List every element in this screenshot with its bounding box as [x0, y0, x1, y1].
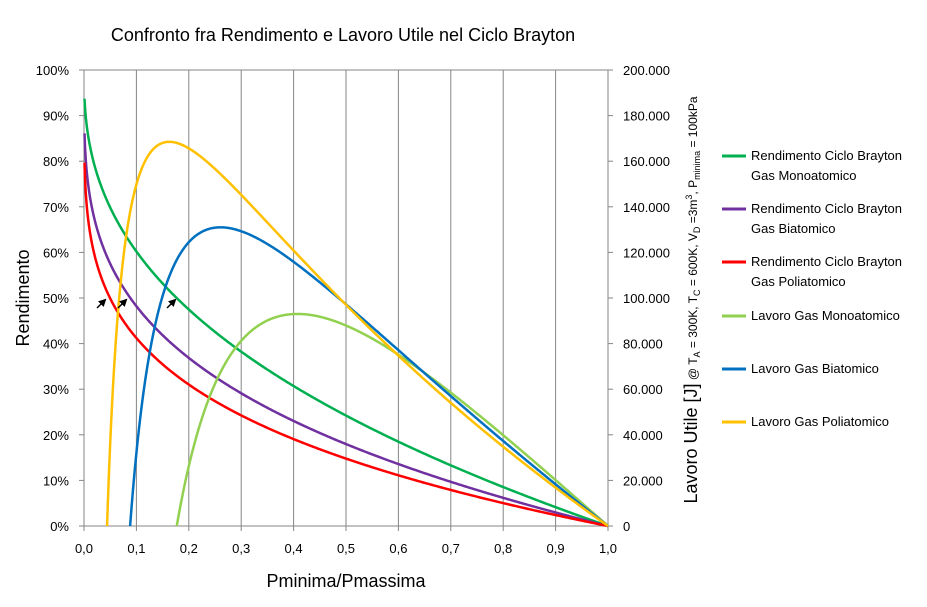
x-tick-label: 0,5 [337, 541, 355, 556]
x-tick-label: 0,4 [285, 541, 303, 556]
legend-label: Rendimento Ciclo Brayton [751, 148, 902, 163]
arrow-annotation [117, 298, 128, 309]
y2-tick-label: 0 [623, 519, 630, 534]
y2-tick-label: 180.000 [623, 109, 670, 124]
series-line-5 [105, 140, 609, 528]
legend-label: Lavoro Gas Monoatomico [751, 308, 900, 323]
x-tick-label: 0,7 [442, 541, 460, 556]
y-tick-label: 80% [43, 154, 69, 169]
legend-label: Gas Monoatomico [751, 168, 857, 183]
y2-tick-label: 100.000 [623, 291, 670, 306]
x-axis-ticks: 0,0 0,1 0,2 0,3 0,4 0,5 0,6 0,7 0,8 0,9 1,0 [75, 526, 617, 556]
y2-axis-ticks: 0 20.000 40.000 60.000 80.000 100.000 120.000 1… [608, 63, 670, 534]
x-axis-title: Pminima/Pmassima [266, 571, 426, 591]
y2-tick-label: 120.000 [623, 245, 670, 260]
x-tick-label: 0,8 [494, 541, 512, 556]
series-lines [83, 98, 609, 528]
x-tick-label: 1,0 [599, 541, 617, 556]
x-tick-label: 0,9 [547, 541, 565, 556]
legend-label: Lavoro Gas Poliatomico [751, 414, 889, 429]
y-axis-title: Rendimento [13, 249, 33, 346]
y2-axis-title: Lavoro Utile [J] @ TA = 300K, TC = 600K,… [681, 96, 702, 503]
arrow-annotation [166, 298, 177, 309]
y-tick-label: 20% [43, 428, 69, 443]
series-line-0 [83, 98, 609, 528]
x-tick-label: 0,1 [127, 541, 145, 556]
gridlines [135, 70, 557, 526]
y2-tick-label: 200.000 [623, 63, 670, 78]
series-line-2 [83, 162, 609, 528]
y2-tick-label: 60.000 [623, 382, 663, 397]
x-tick-label: 0,0 [75, 541, 93, 556]
y-tick-label: 90% [43, 109, 69, 124]
annotation-arrows [96, 298, 177, 309]
y2-tick-label: 80.000 [623, 337, 663, 352]
y2-tick-label: 160.000 [623, 154, 670, 169]
y-tick-label: 100% [36, 63, 70, 78]
y-tick-label: 40% [43, 337, 69, 352]
y2-tick-label: 40.000 [623, 428, 663, 443]
y-tick-label: 0% [50, 519, 69, 534]
series-line-4 [128, 226, 609, 527]
y2-tick-label: 140.000 [623, 200, 670, 215]
x-tick-label: 0,3 [232, 541, 250, 556]
y2-tick-label: 20.000 [623, 473, 663, 488]
arrow-annotation [96, 298, 107, 309]
legend-label: Rendimento Ciclo Brayton [751, 201, 902, 216]
legend-label: Gas Poliatomico [751, 274, 846, 289]
legend-label: Gas Biatomico [751, 221, 836, 236]
legend-label: Lavoro Gas Biatomico [751, 361, 879, 376]
legend-label: Rendimento Ciclo Brayton [751, 254, 902, 269]
series-line-3 [175, 312, 609, 527]
y-tick-label: 10% [43, 473, 69, 488]
x-tick-label: 0,6 [389, 541, 407, 556]
series-line-1 [83, 132, 609, 528]
y-tick-label: 30% [43, 382, 69, 397]
y-tick-label: 70% [43, 200, 69, 215]
legend: Rendimento Ciclo Brayton Gas Monoatomico R… [722, 148, 902, 429]
x-tick-label: 0,2 [180, 541, 198, 556]
y-tick-label: 50% [43, 291, 69, 306]
y-tick-label: 60% [43, 245, 69, 260]
chart-title: Confronto fra Rendimento e Lavoro Utile … [111, 25, 575, 45]
y-axis-ticks: 0% 10% 20% 30% 40% 50% 60% 70% 80% 90% 100% [36, 63, 84, 534]
